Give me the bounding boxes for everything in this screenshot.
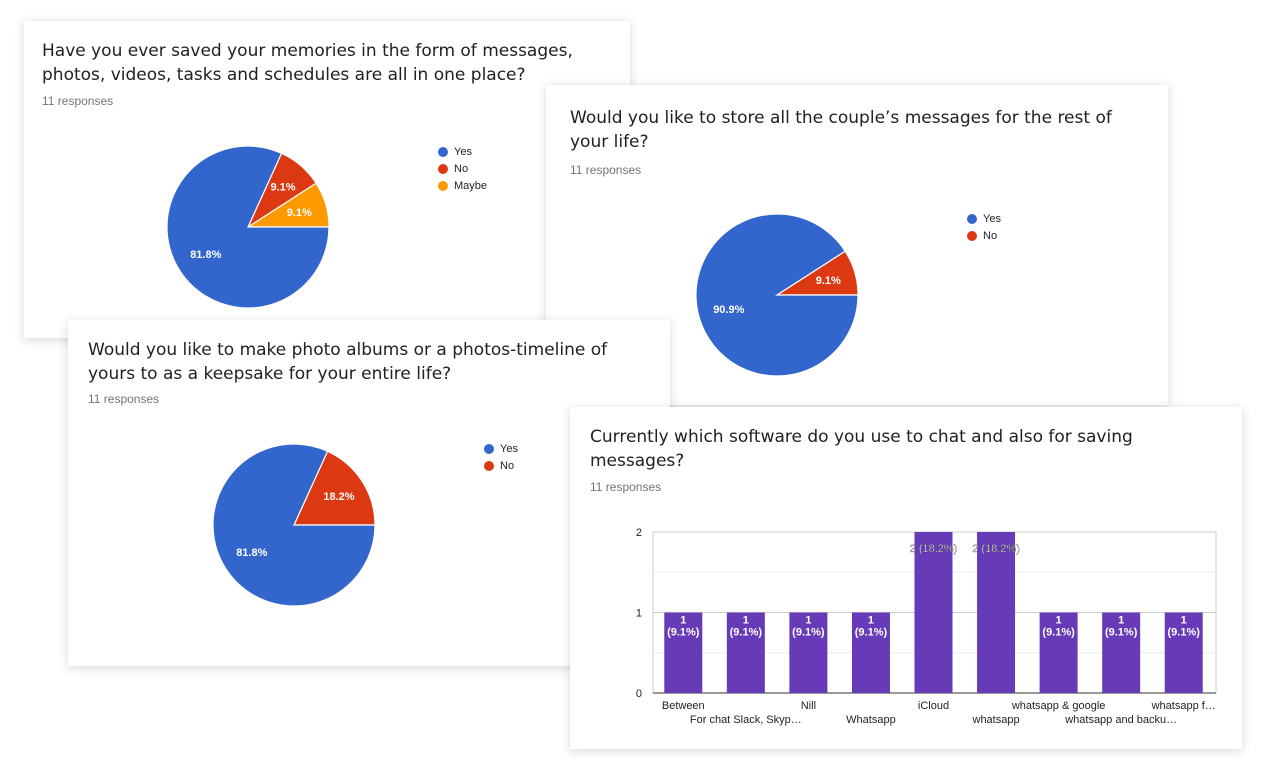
legend-swatch (484, 460, 494, 471)
legend-swatch (967, 213, 977, 224)
legend-label: Yes (500, 442, 518, 455)
chart-legend: Yes No (967, 210, 1001, 244)
bar-percent-label: (9.1%) (667, 627, 700, 639)
bar-value-label: 1 (743, 615, 749, 627)
legend-label: Yes (983, 212, 1001, 225)
response-count: 11 responses (42, 94, 114, 108)
legend-item-maybe[interactable]: Maybe (438, 177, 487, 194)
pie-slice-label: 9.1% (816, 275, 841, 287)
legend-swatch (484, 443, 494, 454)
bar-value-label: 1 (1181, 615, 1187, 627)
bar[interactable] (914, 532, 953, 693)
legend-label: Yes (454, 145, 472, 158)
legend-label: No (983, 229, 998, 242)
bar-value-label: 2 (18.2%) (972, 543, 1020, 555)
pie-slice-yes[interactable] (166, 145, 330, 309)
pie-chart[interactable]: 18.2% 81.8% (68, 320, 670, 666)
legend-swatch (438, 163, 448, 174)
bar[interactable] (664, 612, 703, 694)
x-category-label: Between (662, 700, 705, 712)
y-tick-label: 1 (636, 608, 642, 620)
legend-item-yes[interactable]: Yes (967, 210, 1001, 227)
bar-percent-label: (9.1%) (792, 627, 825, 639)
response-count: 11 responses (590, 480, 662, 494)
bar-percent-label: (9.1%) (855, 627, 888, 639)
x-category-label: Whatsapp (846, 714, 896, 726)
question-title: Currently which software do you use to c… (590, 427, 1133, 471)
x-category-label: whatsapp f… (1151, 700, 1216, 712)
pie-chart[interactable]: 9.1% 90.9% (546, 85, 1168, 405)
legend-item-no[interactable]: No (438, 160, 487, 177)
pie-slice-no[interactable] (293, 450, 376, 526)
bar-percent-label: (9.1%) (1105, 627, 1138, 639)
pie-slice-yes[interactable] (212, 443, 376, 607)
bar-value-label: 1 (1118, 615, 1124, 627)
legend-swatch (438, 180, 448, 191)
bar-card-software: Currently which software do you use to c… (570, 407, 1242, 749)
y-tick-label: 2 (636, 527, 642, 539)
bar[interactable] (1039, 612, 1078, 694)
pie-card-memories: Have you ever saved your memories in the… (24, 21, 630, 338)
pie-slice-label: 90.9% (713, 304, 744, 316)
pie-slice-label: 81.8% (190, 249, 221, 261)
bar-value-label: 1 (680, 615, 686, 627)
bar[interactable] (851, 612, 890, 694)
chart-legend: Yes No (484, 440, 518, 474)
pie-chart[interactable]: 9.1% 9.1% 81.8% (24, 21, 630, 338)
bar[interactable] (726, 612, 765, 694)
y-tick-label: 0 (636, 688, 642, 700)
legend-swatch (438, 146, 448, 157)
x-category-label: iCloud (918, 700, 949, 712)
legend-item-no[interactable]: No (484, 457, 518, 474)
x-category-label: whatsapp (972, 714, 1020, 726)
pie-card-photo-albums: Would you like to make photo albums or a… (68, 320, 670, 666)
question-title: Would you like to make photo albums or a… (88, 340, 608, 384)
bar-percent-label: (9.1%) (1168, 627, 1201, 639)
legend-item-yes[interactable]: Yes (484, 440, 518, 457)
pie-slice-label: 81.8% (236, 547, 267, 559)
legend-label: No (500, 459, 515, 472)
x-category-label: Nill (801, 700, 816, 712)
legend-label: Maybe (454, 179, 488, 192)
bar-value-label: 1 (868, 615, 874, 627)
pie-slice-label: 9.1% (270, 182, 295, 194)
bar-value-label: 1 (1056, 615, 1062, 627)
bar-percent-label: (9.1%) (730, 627, 763, 639)
bar[interactable] (789, 612, 828, 694)
legend-item-yes[interactable]: Yes (438, 143, 487, 160)
x-category-label: whatsapp and backu… (1064, 714, 1177, 726)
bar[interactable] (1102, 612, 1141, 694)
response-count: 11 responses (570, 163, 642, 177)
legend-swatch (967, 230, 977, 241)
question-title: Would you like to store all the couple’s… (570, 108, 1112, 152)
pie-slice-label: 18.2% (323, 491, 354, 503)
pie-slice-label: 9.1% (287, 207, 312, 219)
question-title: Have you ever saved your memories in the… (42, 41, 573, 85)
bar[interactable] (1164, 612, 1203, 694)
legend-item-no[interactable]: No (967, 227, 1001, 244)
bar-value-label: 2 (18.2%) (910, 543, 958, 555)
chart-legend: Yes No Maybe (438, 143, 487, 194)
legend-label: No (454, 162, 469, 175)
bar[interactable] (977, 532, 1016, 693)
bar-value-label: 1 (805, 615, 811, 627)
x-category-label: For chat Slack, Skyp… (690, 714, 802, 726)
bar-percent-label: (9.1%) (1042, 627, 1075, 639)
x-category-label: whatsapp & google (1011, 700, 1106, 712)
response-count: 11 responses (88, 392, 160, 406)
pie-slice-yes[interactable] (695, 213, 859, 377)
